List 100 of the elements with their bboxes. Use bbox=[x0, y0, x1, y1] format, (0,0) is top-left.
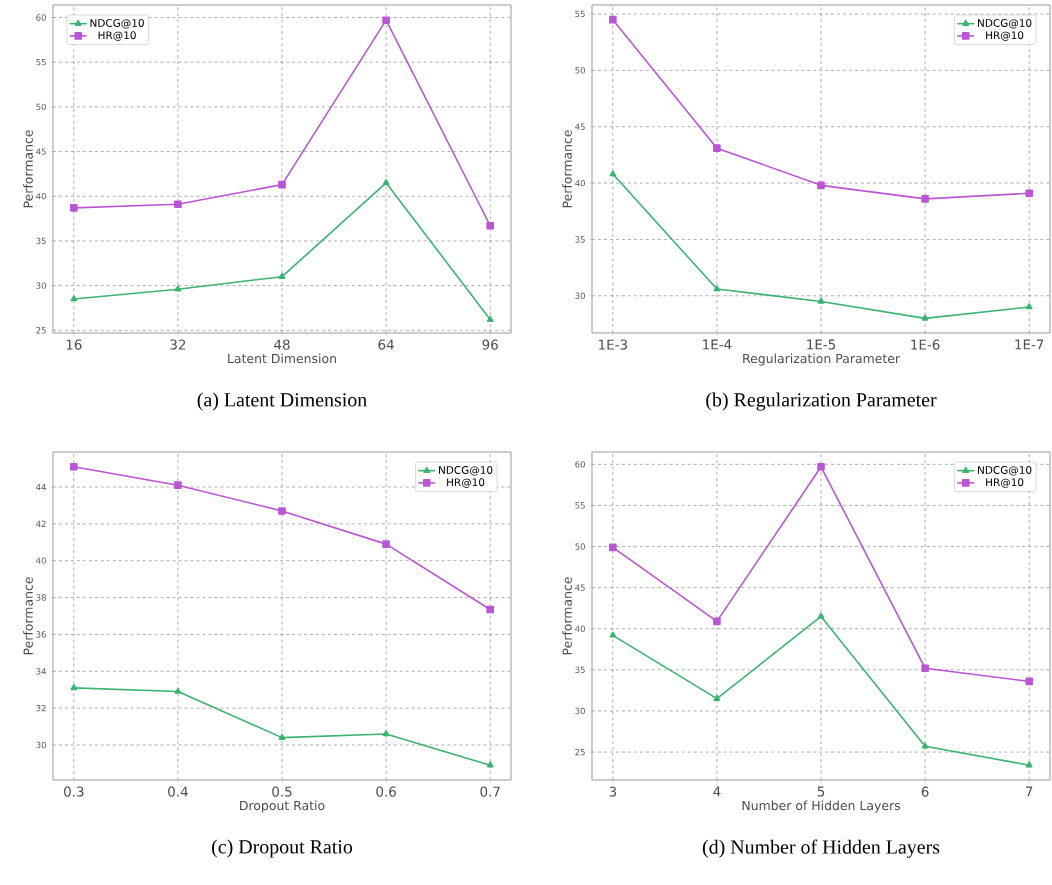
x-tick-label: 0.7 bbox=[480, 786, 500, 797]
point bbox=[278, 180, 286, 189]
x-tick-label: 16 bbox=[66, 339, 82, 350]
legend-label: NDCG@10 bbox=[439, 466, 493, 476]
point bbox=[921, 195, 929, 203]
y-tick-label: 35 bbox=[575, 236, 585, 243]
point bbox=[817, 181, 825, 190]
y-tick-label: 36 bbox=[36, 631, 46, 638]
point bbox=[382, 179, 390, 186]
x-tick-label: 1E-4 bbox=[703, 339, 732, 350]
point bbox=[174, 285, 182, 292]
y-axis-title: Performance bbox=[562, 130, 572, 208]
text: (b) Regularization Parameter bbox=[706, 392, 937, 411]
x-tick-label: 1E-7 bbox=[1015, 339, 1044, 350]
point bbox=[1025, 677, 1033, 686]
point bbox=[817, 612, 825, 619]
x-tick-label: 32 bbox=[170, 339, 186, 350]
text: (a) Latent Dimension bbox=[197, 392, 367, 411]
x-tick-label: 1E-6 bbox=[911, 339, 940, 350]
y-tick-label: 34 bbox=[36, 668, 46, 675]
x-axis-title: Regularization Parameter bbox=[743, 353, 901, 366]
legend-label: HR@10 bbox=[447, 478, 485, 488]
x-tick-label: 5 bbox=[817, 786, 825, 797]
x-axis-title: Number of Hidden Layers bbox=[742, 800, 901, 813]
point bbox=[382, 730, 390, 737]
y-tick-label: 60 bbox=[575, 461, 585, 468]
point bbox=[486, 605, 494, 614]
point bbox=[609, 543, 617, 552]
point bbox=[713, 285, 721, 292]
x-tick-label: 0.6 bbox=[376, 786, 396, 797]
legend-label: NDCG@10 bbox=[978, 19, 1032, 29]
y-axis-title: Performance bbox=[23, 130, 33, 208]
y-tick-label: 55 bbox=[575, 502, 585, 509]
x-tick-label: 0.4 bbox=[168, 786, 188, 797]
x-tick-label: 48 bbox=[274, 339, 290, 350]
point bbox=[609, 631, 617, 638]
point bbox=[921, 742, 929, 749]
point bbox=[278, 272, 286, 279]
legend-label: HR@10 bbox=[986, 31, 1024, 41]
point bbox=[1025, 303, 1033, 310]
y-tick-label: 40 bbox=[575, 179, 585, 187]
point bbox=[609, 170, 617, 177]
y-tick-label: 45 bbox=[36, 148, 46, 155]
point bbox=[174, 200, 182, 209]
y-tick-label: 40 bbox=[36, 557, 46, 564]
y-tick-label: 40 bbox=[575, 625, 585, 632]
x-tick-label: 6 bbox=[921, 786, 929, 797]
y-tick-label: 25 bbox=[36, 327, 46, 334]
point bbox=[382, 16, 390, 24]
y-tick-label: 45 bbox=[575, 123, 585, 130]
point bbox=[713, 144, 721, 152]
point bbox=[486, 761, 494, 768]
point bbox=[278, 507, 286, 515]
y-tick-label: 55 bbox=[36, 59, 46, 66]
x-tick-label: 96 bbox=[482, 339, 498, 350]
point bbox=[817, 462, 825, 471]
x-tick-label: 0.3 bbox=[64, 786, 84, 797]
point bbox=[713, 694, 721, 701]
x-tick-label: 3 bbox=[609, 786, 617, 797]
y-tick-label: 50 bbox=[36, 103, 46, 111]
y-tick-label: 45 bbox=[575, 584, 585, 591]
point bbox=[921, 664, 929, 672]
point bbox=[486, 221, 494, 230]
text: (c) Dropout Ratio bbox=[212, 839, 353, 858]
y-tick-label: 30 bbox=[575, 292, 585, 300]
y-tick-label: 55 bbox=[575, 10, 585, 18]
point bbox=[70, 295, 78, 302]
y-tick-label: 60 bbox=[36, 14, 46, 21]
legend-label: HR@10 bbox=[986, 478, 1024, 488]
legend-label: NDCG@10 bbox=[90, 19, 144, 29]
point bbox=[174, 687, 182, 694]
y-tick-label: 25 bbox=[575, 748, 585, 756]
y-tick-label: 30 bbox=[575, 707, 585, 715]
point bbox=[817, 297, 825, 304]
point bbox=[70, 204, 78, 212]
y-axis-title: Performance bbox=[23, 577, 33, 655]
y-tick-label: 38 bbox=[36, 594, 46, 601]
point bbox=[609, 15, 617, 24]
x-tick-label: 1E-3 bbox=[599, 339, 627, 350]
y-axis-title: Performance bbox=[562, 577, 572, 655]
x-tick-label: 7 bbox=[1026, 786, 1033, 797]
x-axis-title: Latent Dimension bbox=[228, 353, 336, 364]
y-tick-label: 35 bbox=[575, 666, 585, 674]
point bbox=[1025, 761, 1033, 768]
point bbox=[70, 462, 78, 471]
point bbox=[70, 684, 78, 691]
y-tick-label: 50 bbox=[575, 67, 585, 74]
point bbox=[921, 314, 929, 321]
y-tick-label: 40 bbox=[36, 193, 46, 200]
y-tick-label: 30 bbox=[36, 282, 46, 289]
x-axis-title: Dropout Ratio bbox=[240, 800, 325, 813]
point bbox=[278, 733, 286, 740]
x-tick-label: 64 bbox=[378, 339, 394, 350]
point bbox=[382, 540, 390, 548]
legend-label: HR@10 bbox=[98, 31, 136, 41]
x-tick-label: 1E-5 bbox=[807, 339, 836, 350]
y-tick-label: 35 bbox=[36, 237, 46, 245]
point bbox=[486, 315, 494, 322]
legend-label: NDCG@10 bbox=[978, 466, 1032, 476]
y-tick-label: 30 bbox=[36, 741, 46, 749]
